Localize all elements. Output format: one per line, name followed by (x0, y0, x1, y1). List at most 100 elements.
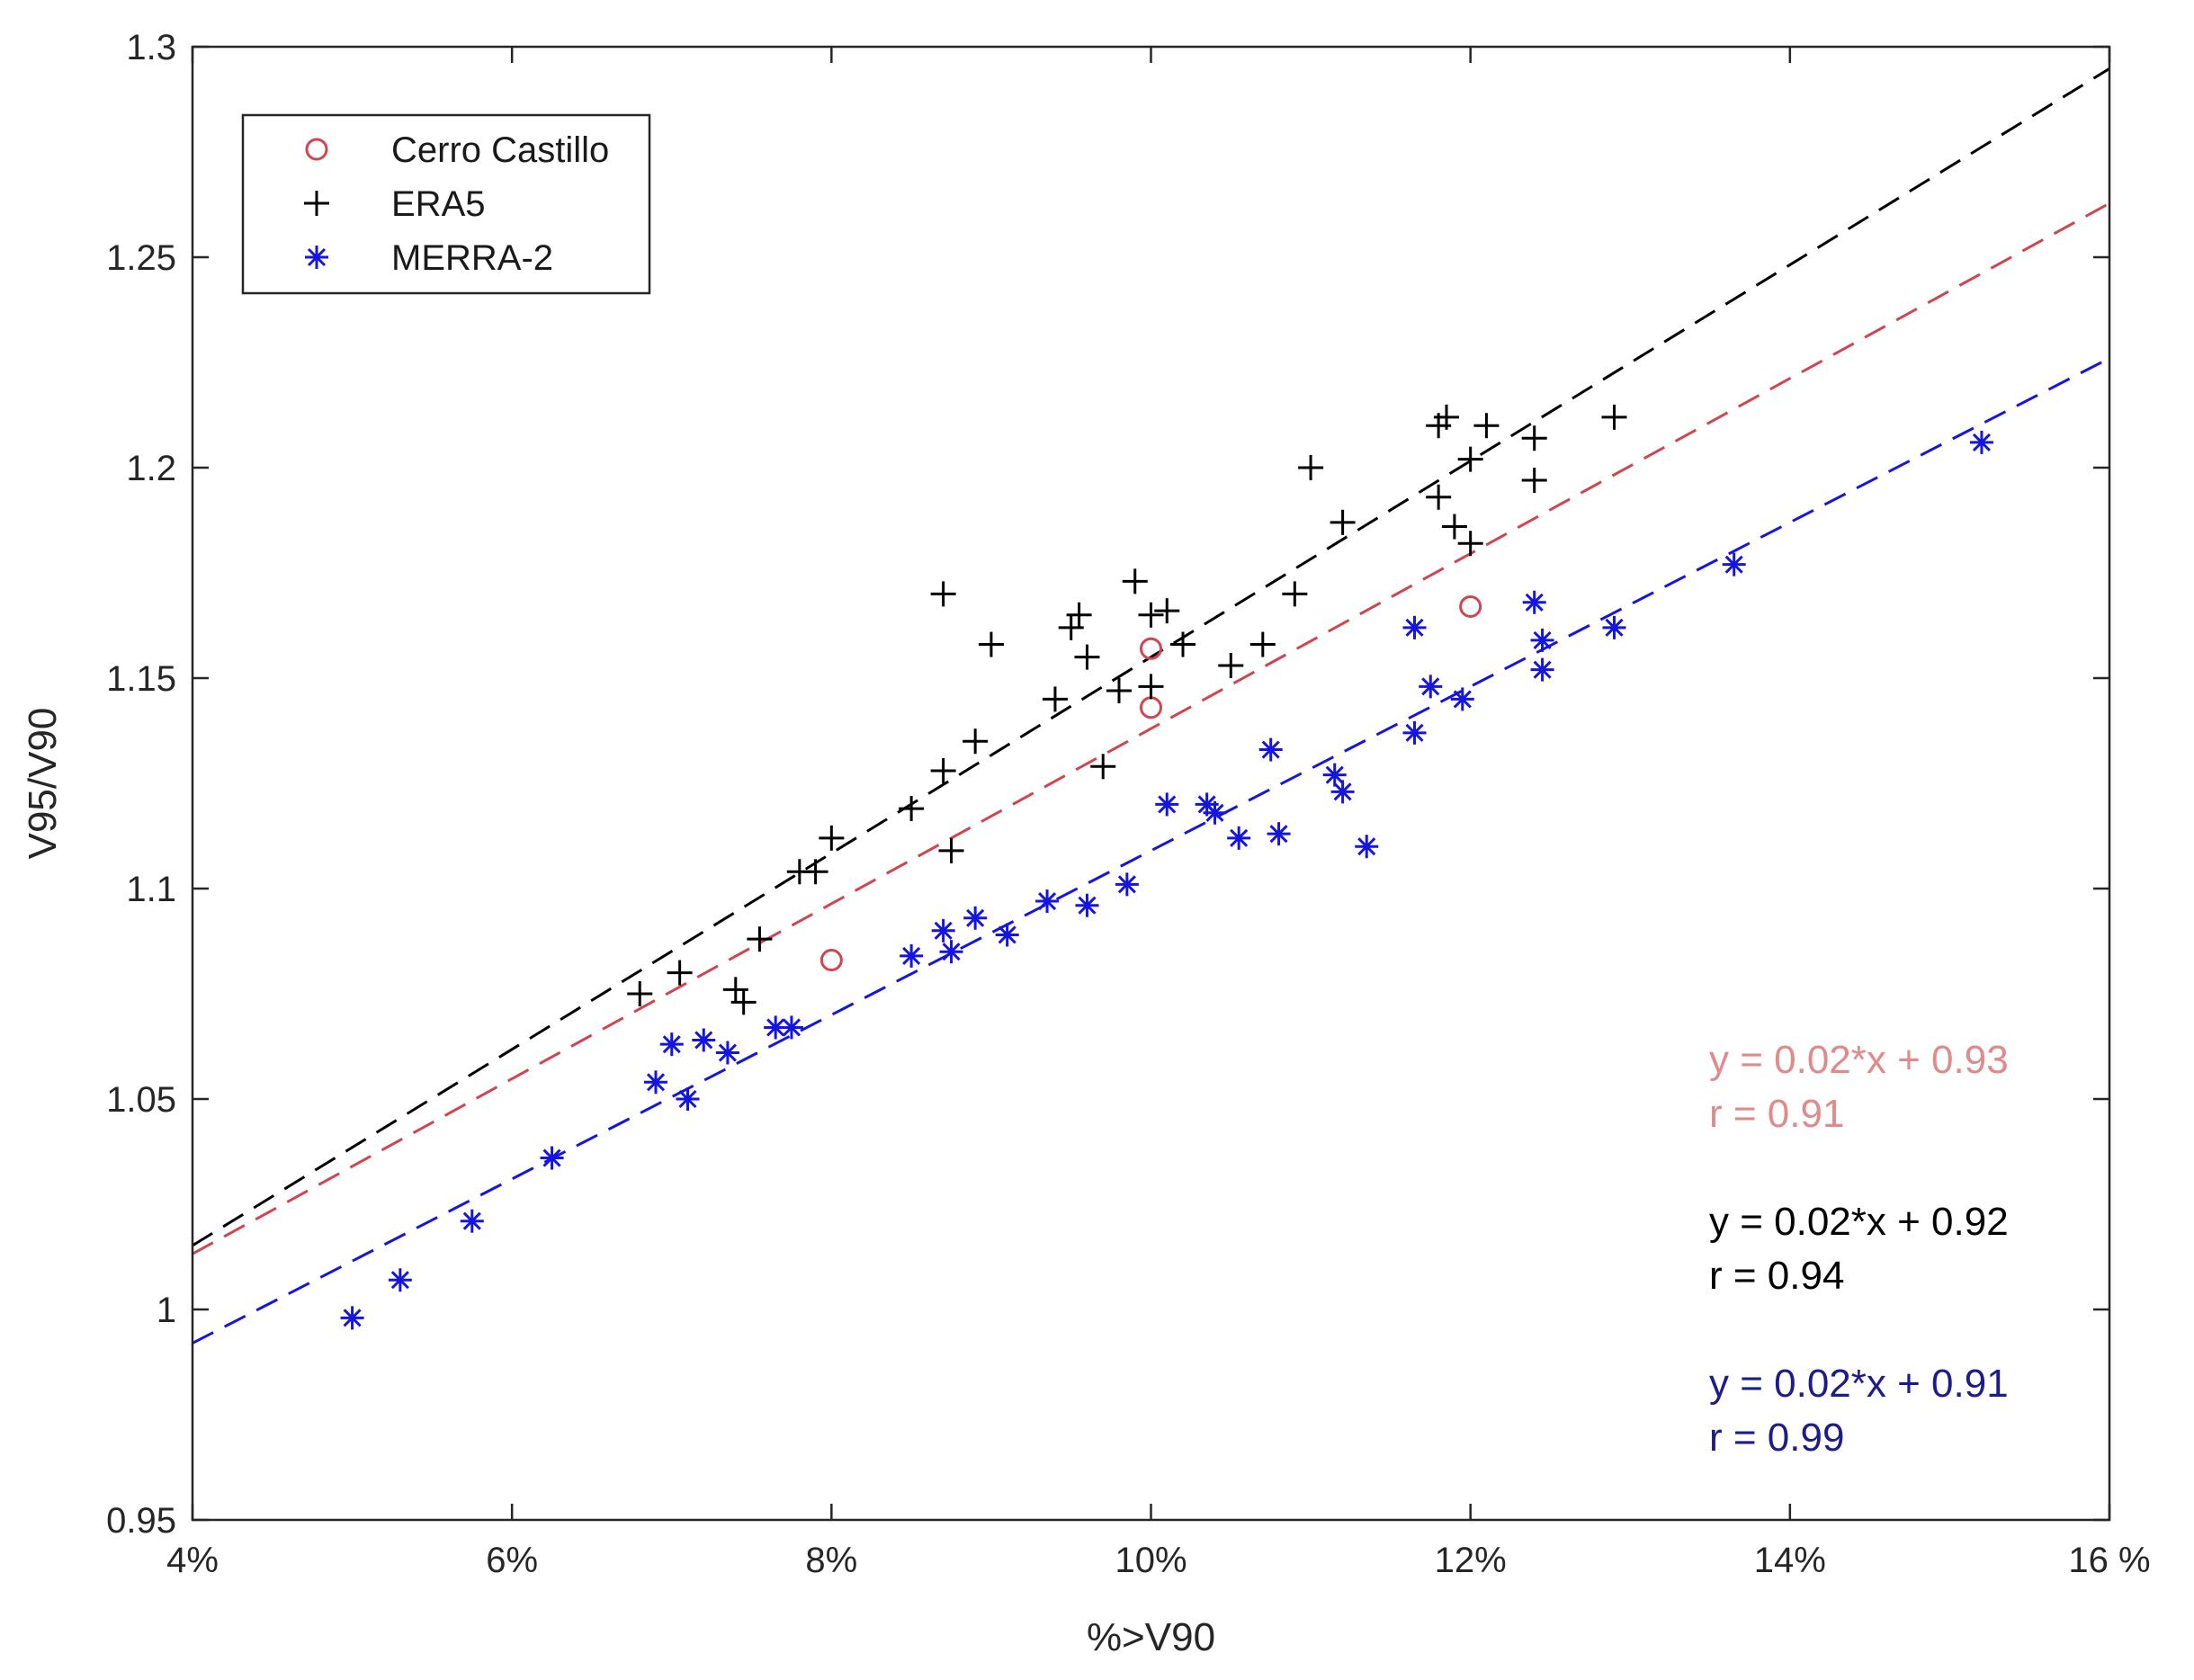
merra-2-point-28 (1402, 720, 1427, 745)
legend-marker-merra-2 (305, 246, 328, 269)
merra-2-point-32 (1522, 590, 1546, 614)
merra-2-point-29 (1402, 615, 1427, 639)
merra-2-point-25-ray-3 (1325, 765, 1344, 784)
fit-lines (192, 67, 2110, 1345)
x-tick-label-2: 8% (805, 1541, 857, 1580)
era5-point-35 (1457, 531, 1483, 557)
merra-2-point-10-ray-3 (782, 1018, 801, 1037)
merra-2-point-11 (900, 943, 924, 968)
era5-point-11 (963, 728, 989, 755)
merra-2-point-26 (1330, 780, 1355, 804)
merra-2-point-1-ray-3 (390, 1271, 409, 1290)
y-tick-label-4: 1.15 (106, 659, 176, 699)
era5-point-23 (1138, 674, 1164, 700)
y-tick-label-2: 1.05 (106, 1080, 176, 1120)
merra-2-point-12-ray-3 (934, 921, 953, 940)
merra-2-point-11-ray-3 (902, 946, 921, 965)
fit-line-era5 (192, 67, 2110, 1247)
y-tick-label-6: 1.25 (106, 238, 176, 278)
era5-point-24 (1170, 631, 1196, 657)
fit-line-cerro-castillo (192, 201, 2110, 1256)
merra-2-point-8-ray-3 (718, 1043, 737, 1062)
cerro-castillo-point-3-shape (1459, 594, 1482, 618)
merra-2-point-23-ray-3 (1261, 740, 1280, 759)
merra-2-point-31-ray-3 (1453, 690, 1472, 709)
era5-point-12 (930, 581, 956, 607)
era5-point-36 (1473, 413, 1500, 439)
merra-2-point-3 (540, 1146, 564, 1170)
merra-2-point-0 (340, 1306, 364, 1330)
era5-point-25 (1218, 652, 1244, 678)
merra-2-point-35-ray-3 (1605, 618, 1624, 637)
merra-2-point-5 (659, 1032, 684, 1057)
merra-2-point-35 (1602, 615, 1626, 639)
merra-2-point-7 (692, 1028, 716, 1052)
merra-2-point-34 (1530, 628, 1554, 652)
merra-2-point-21-ray-3 (1205, 803, 1224, 822)
era5-point-4 (747, 926, 773, 952)
data-markers (340, 404, 1993, 1330)
legend-marker-cerro-castillo-shape (305, 138, 328, 161)
y-tick-label-7: 1.3 (126, 28, 176, 67)
merra-2-point-34-ray-3 (1533, 630, 1552, 649)
merra-2-point-27-ray-3 (1357, 837, 1376, 856)
legend-marker-merra-2-ray-3 (307, 247, 327, 267)
era5-point-32 (1426, 484, 1452, 510)
x-tick-label-6: 16 % (2068, 1541, 2150, 1580)
merra-2-point-36 (1722, 552, 1746, 576)
era5-point-8 (899, 796, 925, 822)
merra-2-point-6-ray-3 (678, 1089, 697, 1109)
merra-2-point-22-ray-3 (1230, 828, 1249, 847)
merra-2-point-2 (460, 1209, 484, 1233)
merra-2-point-14-ray-3 (966, 908, 985, 927)
merra-2-point-4-ray-3 (646, 1073, 666, 1092)
annotation-0-line-1: r = 0.91 (1709, 1092, 1844, 1136)
merra-2-point-12 (931, 918, 955, 943)
merra-2-point-30 (1419, 675, 1443, 699)
era5-point-19 (1106, 678, 1132, 704)
merra-2-point-33 (1530, 657, 1554, 682)
merra-2-point-23 (1258, 737, 1283, 762)
legend-label-merra-2: MERRA-2 (391, 238, 553, 278)
y-axis-label: V95/V90 (21, 708, 65, 860)
merra-2-point-14 (963, 906, 988, 930)
y-tick-label-5: 1.2 (126, 449, 176, 488)
annotation-1-line-0: y = 0.02*x + 0.92 (1709, 1200, 2009, 1244)
merra-2-point-27 (1355, 835, 1379, 859)
merra-2-point-19 (1155, 792, 1179, 817)
era5-point-31 (1434, 404, 1460, 430)
x-tick-label-3: 10% (1115, 1541, 1187, 1580)
merra-2-point-1 (388, 1268, 412, 1292)
merra-2-point-32-ray-3 (1525, 593, 1544, 612)
annotation-1-line-1: r = 0.94 (1709, 1254, 1844, 1298)
era5-point-13 (978, 631, 1004, 657)
merra-2-point-5-ray-3 (662, 1035, 681, 1054)
merra-2-point-24 (1267, 822, 1291, 846)
merra-2-point-17-ray-3 (1078, 896, 1097, 915)
era5-point-16 (1066, 602, 1092, 628)
cerro-castillo-point-0-shape (819, 949, 843, 972)
merra-2-point-4 (643, 1070, 667, 1095)
era5-point-3 (730, 989, 757, 1015)
merra-2-point-16 (1035, 889, 1060, 914)
y-tick-label-0: 0.95 (106, 1501, 176, 1541)
era5-point-0 (627, 981, 653, 1006)
merra-2-point-17 (1075, 893, 1099, 917)
merra-2-point-9 (764, 1015, 788, 1040)
era5-point-34 (1457, 446, 1483, 472)
merra-2-point-37 (1969, 430, 1993, 454)
era5-point-10 (938, 837, 964, 863)
merra-2-point-13 (939, 940, 963, 964)
merra-2-point-36-ray-3 (1724, 555, 1743, 574)
era5-point-17 (1074, 644, 1100, 670)
era5-point-18 (1090, 754, 1116, 780)
legend-marker-cerro-castillo (305, 138, 328, 161)
merra-2-point-37-ray-3 (1972, 433, 1991, 451)
cerro-castillo-point-3 (1459, 594, 1482, 618)
legend-marker-era5 (304, 191, 329, 216)
merra-2-point-8 (715, 1041, 739, 1065)
era5-point-37 (1521, 425, 1547, 451)
era5-point-33 (1441, 514, 1467, 540)
merra-2-point-31 (1450, 687, 1474, 711)
